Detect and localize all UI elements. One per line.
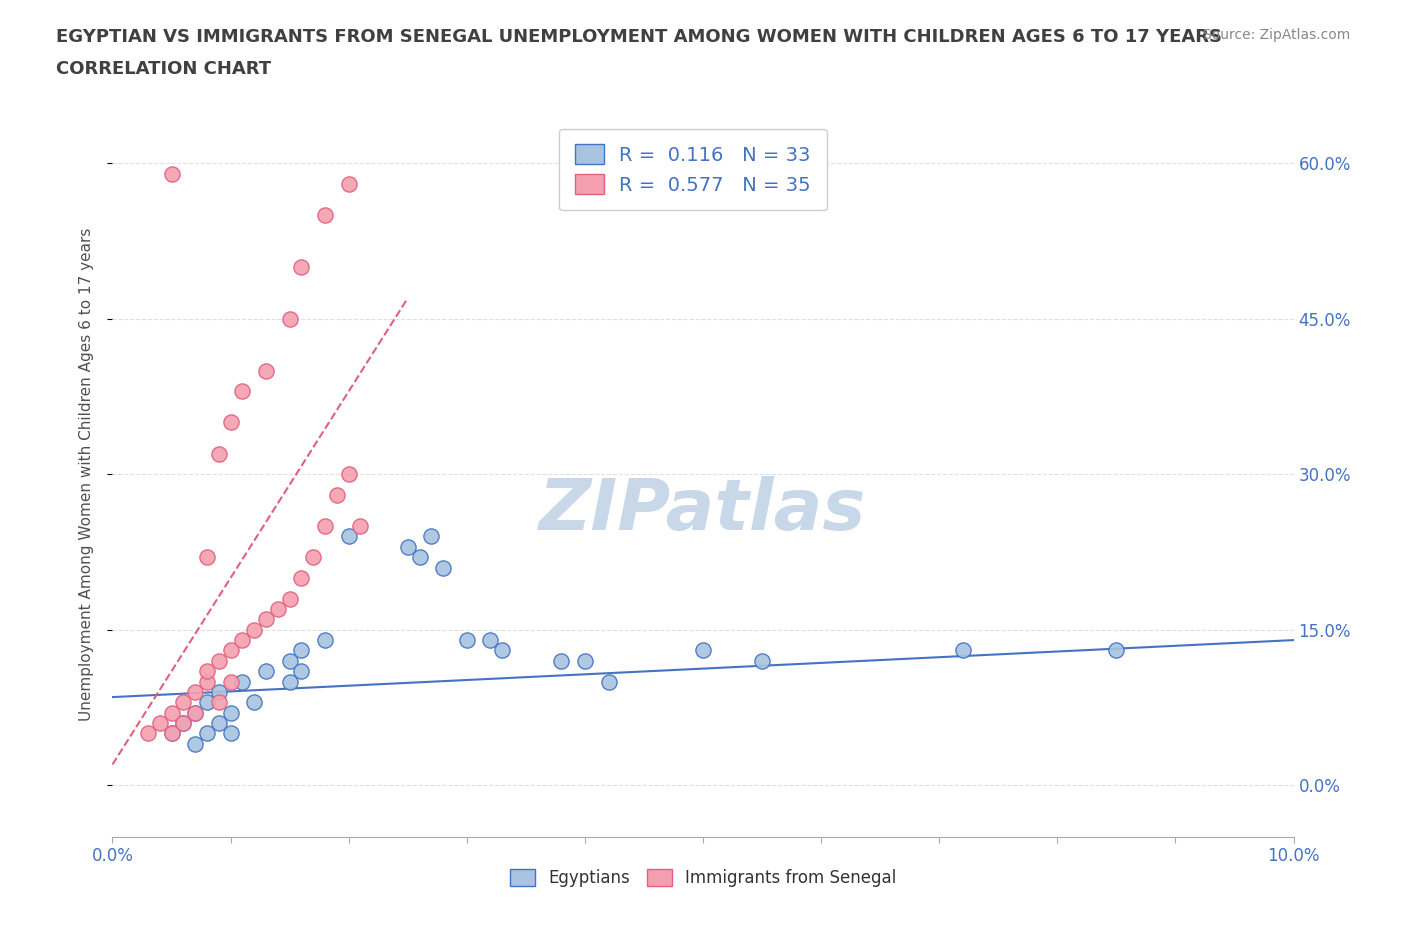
Point xyxy=(195,550,218,565)
Point xyxy=(195,695,218,710)
Point xyxy=(160,726,183,741)
Point xyxy=(195,726,218,741)
Point xyxy=(396,539,419,554)
Point xyxy=(184,705,207,720)
Point xyxy=(254,664,277,679)
Point xyxy=(337,467,360,482)
Point xyxy=(290,259,312,274)
Point xyxy=(160,726,183,741)
Point xyxy=(160,705,183,720)
Point xyxy=(479,632,502,647)
Point xyxy=(136,726,159,741)
Point xyxy=(550,654,572,669)
Point xyxy=(456,632,478,647)
Point xyxy=(337,177,360,192)
Point xyxy=(278,674,301,689)
Point xyxy=(149,715,172,730)
Point xyxy=(326,487,349,502)
Point xyxy=(290,643,312,658)
Point xyxy=(160,166,183,181)
Point xyxy=(243,695,266,710)
Y-axis label: Unemployment Among Women with Children Ages 6 to 17 years: Unemployment Among Women with Children A… xyxy=(79,228,94,721)
Point xyxy=(208,446,231,461)
Point xyxy=(491,643,513,658)
Point xyxy=(219,643,242,658)
Point xyxy=(349,519,371,534)
Point xyxy=(302,550,325,565)
Point xyxy=(231,384,253,399)
Point xyxy=(692,643,714,658)
Point xyxy=(278,591,301,606)
Point xyxy=(278,654,301,669)
Text: EGYPTIAN VS IMMIGRANTS FROM SENEGAL UNEMPLOYMENT AMONG WOMEN WITH CHILDREN AGES : EGYPTIAN VS IMMIGRANTS FROM SENEGAL UNEM… xyxy=(56,28,1222,46)
Point xyxy=(290,664,312,679)
Point xyxy=(408,550,430,565)
Point xyxy=(254,364,277,379)
Point xyxy=(219,415,242,430)
Point xyxy=(598,674,620,689)
Legend: Egyptians, Immigrants from Senegal: Egyptians, Immigrants from Senegal xyxy=(503,862,903,894)
Point xyxy=(231,674,253,689)
Point xyxy=(243,622,266,637)
Point xyxy=(219,705,242,720)
Point xyxy=(208,684,231,699)
Point xyxy=(208,695,231,710)
Point xyxy=(172,715,194,730)
Point xyxy=(184,684,207,699)
Point xyxy=(184,737,207,751)
Point xyxy=(574,654,596,669)
Point xyxy=(314,519,336,534)
Point xyxy=(432,560,454,575)
Point xyxy=(172,715,194,730)
Point xyxy=(290,570,312,585)
Point xyxy=(219,674,242,689)
Point xyxy=(1105,643,1128,658)
Point xyxy=(219,726,242,741)
Point xyxy=(195,674,218,689)
Point xyxy=(184,705,207,720)
Point xyxy=(420,529,443,544)
Point xyxy=(267,602,290,617)
Point xyxy=(314,632,336,647)
Point xyxy=(208,715,231,730)
Point xyxy=(952,643,974,658)
Point xyxy=(751,654,773,669)
Point xyxy=(195,664,218,679)
Point xyxy=(314,207,336,222)
Point xyxy=(278,312,301,326)
Point xyxy=(172,695,194,710)
Point xyxy=(231,632,253,647)
Point xyxy=(254,612,277,627)
Text: Source: ZipAtlas.com: Source: ZipAtlas.com xyxy=(1202,28,1350,42)
Text: ZIPatlas: ZIPatlas xyxy=(540,476,866,545)
Text: CORRELATION CHART: CORRELATION CHART xyxy=(56,60,271,78)
Point xyxy=(337,529,360,544)
Point xyxy=(208,654,231,669)
